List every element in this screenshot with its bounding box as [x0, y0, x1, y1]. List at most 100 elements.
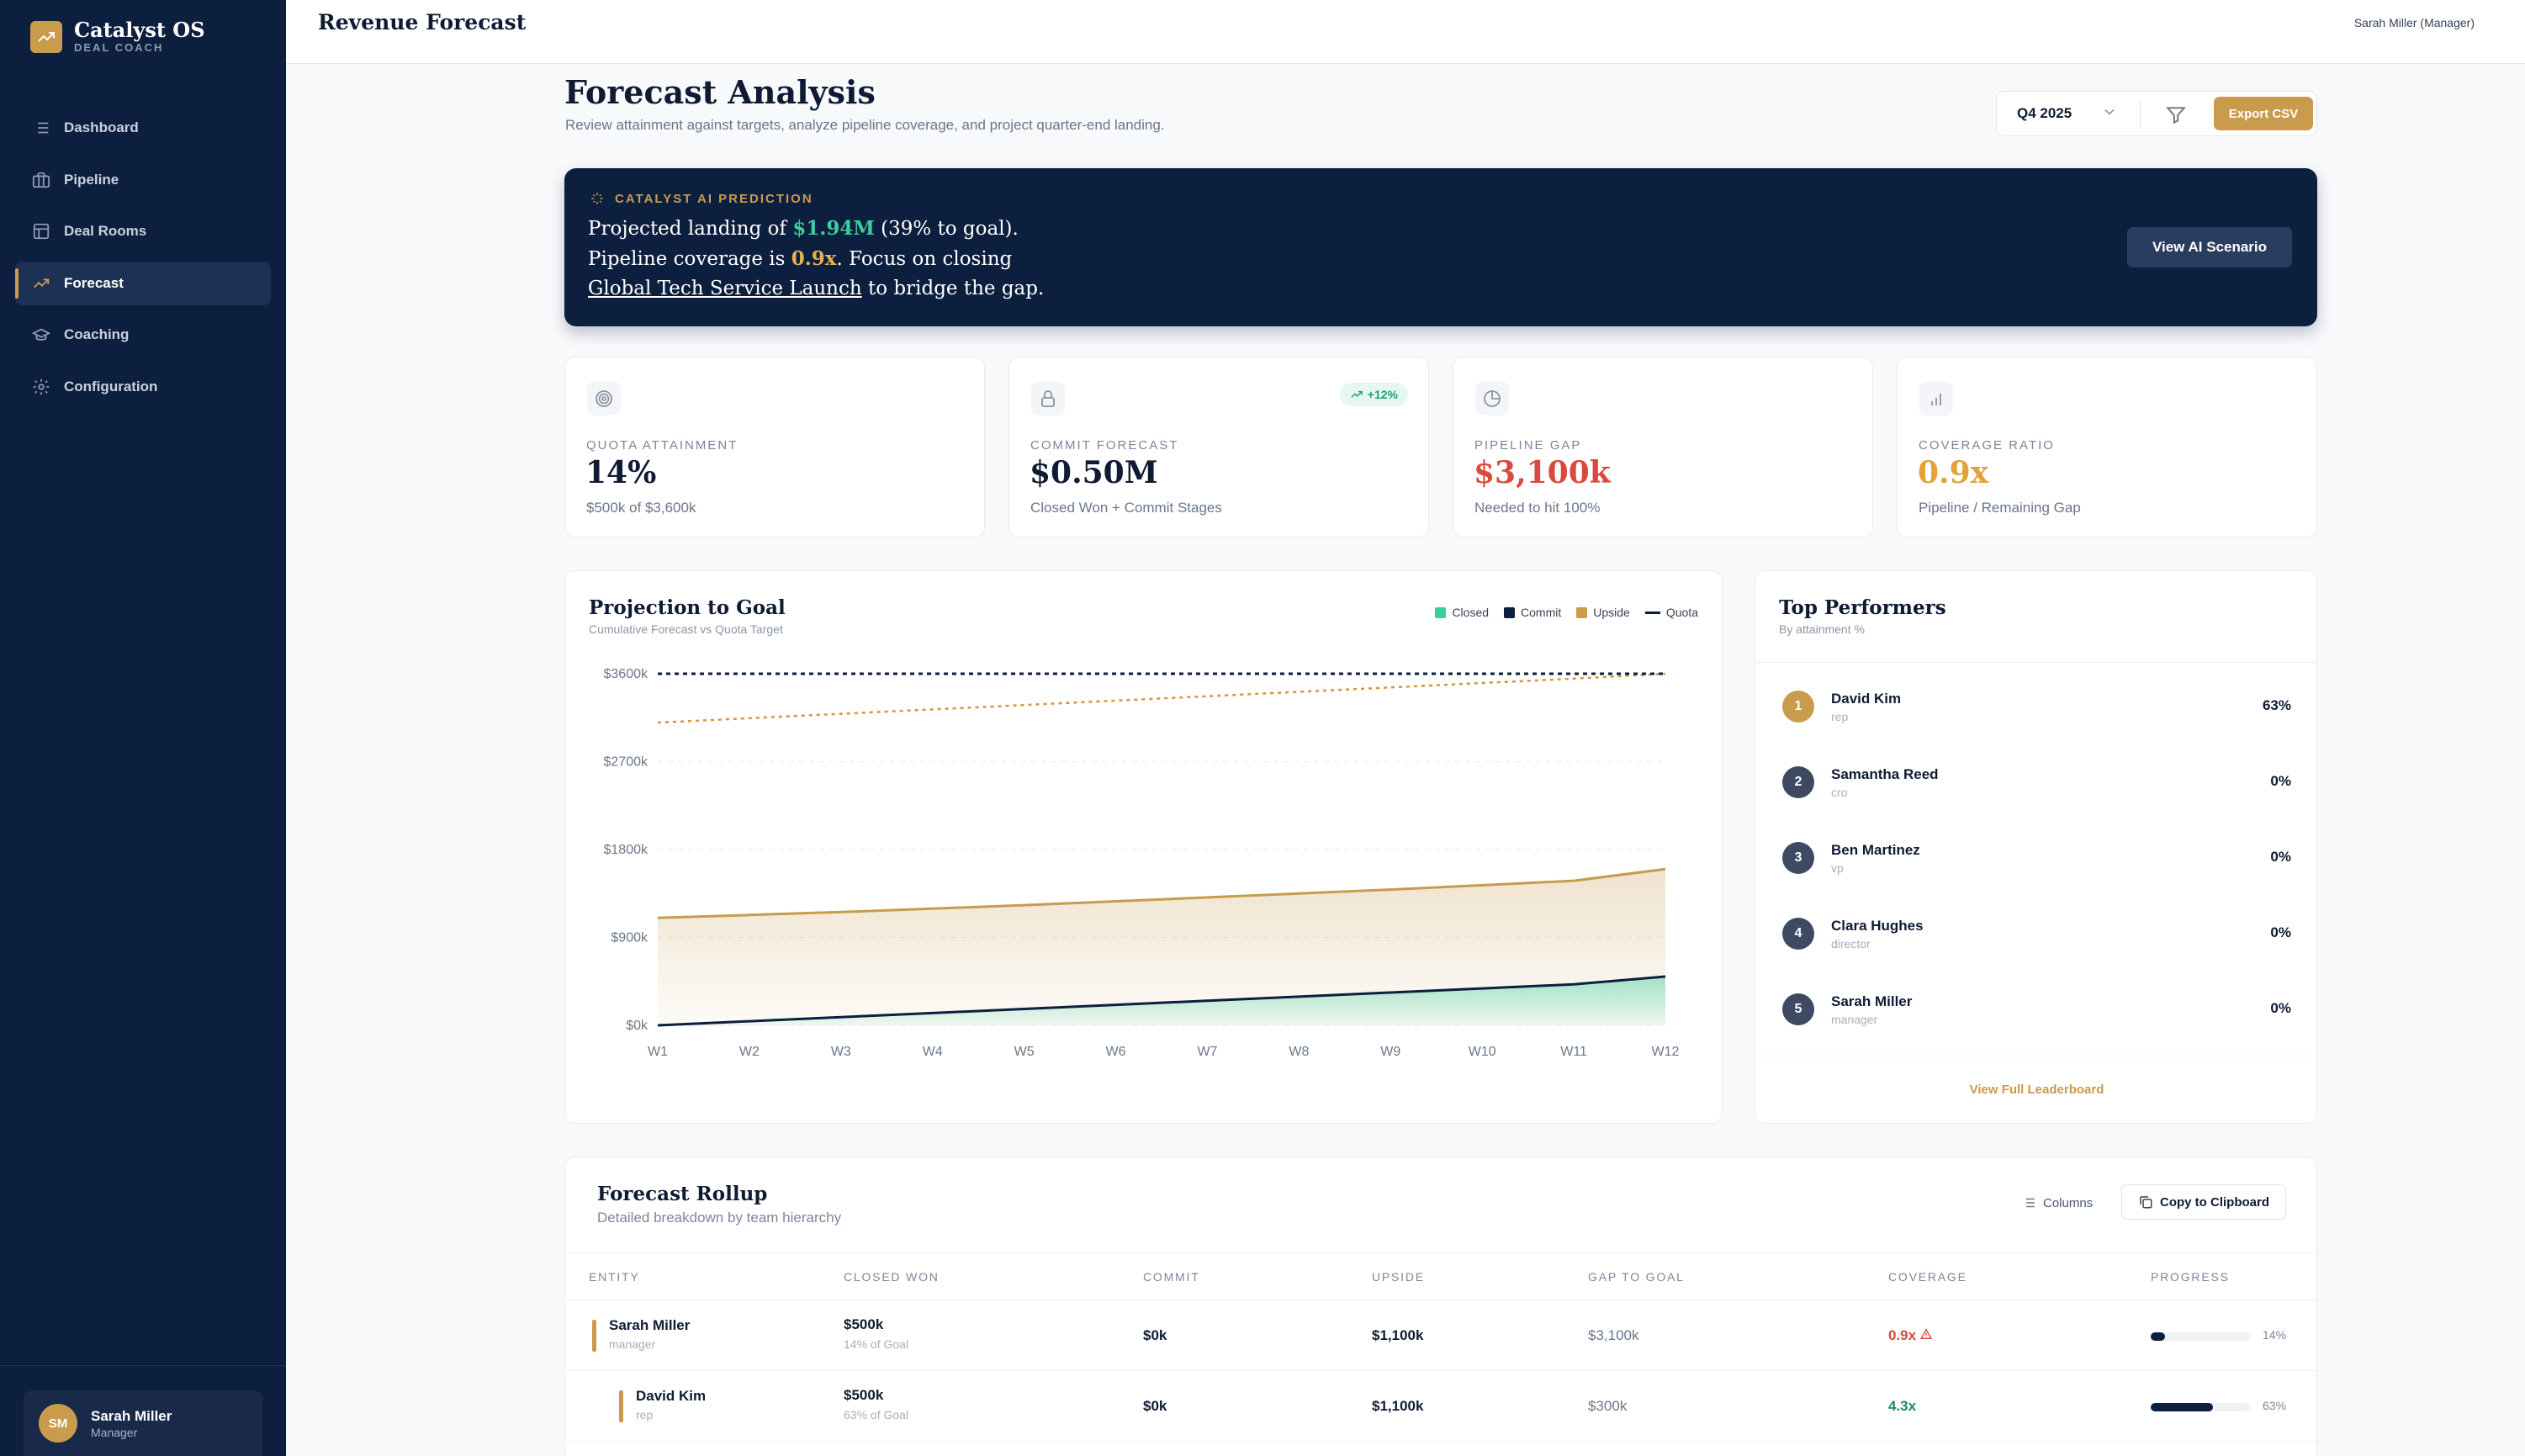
ai-deal-link[interactable]: Global Tech Service Launch [588, 278, 862, 299]
user-profile-card[interactable]: SM Sarah Miller Manager [24, 1390, 262, 1456]
ai-text-4: to bridge the gap. [861, 278, 1045, 299]
x-tick-label: W8 [1289, 1045, 1309, 1059]
upside-value: $1,100k [1372, 1398, 1424, 1414]
projection-chart-card: $0k $900k $1800k $2700k $3600k W1 W2 W3 W4 W5 W6 W7… [564, 570, 1723, 1124]
sidebar-item-deal-rooms[interactable]: Deal Rooms [15, 209, 271, 253]
chart-title: Projection to Goal [589, 596, 786, 619]
kpi-note: Pipeline / Remaining Gap [1919, 500, 2081, 516]
export-csv-button[interactable]: Export CSV [2214, 97, 2313, 130]
sidebar-item-forecast[interactable]: Forecast [15, 261, 271, 305]
page-subtitle: Review attainment against targets, analy… [565, 117, 1165, 133]
header-progress[interactable]: PROGRESS [2151, 1270, 2230, 1284]
progress-bar [2151, 1403, 2250, 1411]
legend-swatch [1576, 606, 1588, 618]
performer-row[interactable]: 1 David Kim rep 63% [1755, 672, 2318, 748]
x-tick-label: W1 [648, 1045, 668, 1059]
coverage-value: 4.3x [1888, 1398, 1916, 1415]
performer-attainment: 0% [2270, 1000, 2291, 1016]
header-gap-to-goal[interactable]: GAP TO GOAL [1588, 1270, 1685, 1284]
filter-icon[interactable] [2165, 104, 2187, 126]
header-upside[interactable]: UPSIDE [1372, 1270, 1425, 1284]
layout-icon [33, 223, 50, 240]
sparkle-icon [591, 193, 603, 204]
chevron-down-icon[interactable] [2101, 103, 2118, 120]
legend-upside[interactable]: Upside [1576, 606, 1630, 619]
ai-coverage-value: 0.9x [791, 247, 837, 270]
coverage-text: 0.9x [1888, 1327, 1917, 1343]
y-tick-label: $3600k [604, 667, 648, 681]
legend-label: Closed [1452, 606, 1490, 619]
page-title: Forecast Analysis [564, 73, 876, 111]
legend-label: Quota [1665, 606, 1698, 619]
copy-icon [2140, 1196, 2152, 1209]
sidebar-item-pipeline[interactable]: Pipeline [15, 158, 271, 202]
header-closed-won[interactable]: CLOSED WON [844, 1270, 940, 1284]
brand[interactable]: Catalyst OS DEAL COACH [30, 19, 205, 56]
progress-bar [2151, 1332, 2250, 1341]
app-name: Catalyst OS [74, 18, 205, 42]
x-tick-label: W10 [1469, 1045, 1496, 1059]
table-row[interactable]: David Kim rep $500k 63% of Goal $0k $1,1… [565, 1371, 2318, 1442]
ai-landing-value: $1.94M [792, 217, 875, 240]
performers-title: Top Performers [1779, 596, 1946, 619]
performer-attainment: 0% [2270, 773, 2291, 789]
kpi-commit-forecast: +12% COMMIT FORECAST $0.50M Closed Won +… [1008, 357, 1429, 537]
sidebar-item-label: Coaching [64, 326, 130, 342]
chart-subtitle: Cumulative Forecast vs Quota Target [589, 622, 783, 636]
performer-row[interactable]: 4 Clara Hughes director 0% [1755, 899, 2318, 975]
performer-attainment: 0% [2270, 924, 2291, 940]
header-user-menu[interactable]: Sarah Miller (Manager) [2353, 16, 2475, 29]
graduation-cap-icon [32, 328, 50, 341]
sidebar-item-coaching[interactable]: Coaching [15, 313, 271, 357]
copy-to-clipboard-button[interactable]: Copy to Clipboard [2121, 1184, 2286, 1220]
table-row[interactable]: Sarah Miller manager $500k 14% of Goal $… [565, 1300, 2318, 1371]
performer-row[interactable]: 2 Samantha Reed cro 0% [1755, 748, 2318, 823]
performer-attainment: 0% [2270, 849, 2291, 865]
legend-commit[interactable]: Commit [1504, 606, 1561, 619]
rank-badge: 2 [1782, 766, 1814, 798]
x-tick-label: W3 [831, 1045, 851, 1059]
forecast-rollup-card: Forecast Rollup Detailed breakdown by te… [564, 1157, 2318, 1456]
entity-role: rep [636, 1408, 654, 1422]
copy-label: Copy to Clipboard [2160, 1194, 2269, 1210]
header-coverage[interactable]: COVERAGE [1888, 1270, 1967, 1284]
y-tick-label: $900k [611, 931, 648, 945]
hierarchy-marker [619, 1390, 623, 1422]
kpi-value: $0.50M [1030, 455, 1158, 490]
ai-label-text: CATALYST AI PREDICTION [615, 191, 813, 206]
gap-value: $300k [1588, 1398, 1628, 1414]
rank-badge: 1 [1782, 691, 1814, 723]
entity-role: manager [609, 1337, 656, 1351]
header-commit[interactable]: COMMIT [1143, 1270, 1200, 1284]
performer-name: David Kim [1831, 691, 1902, 707]
commit-value: $0k [1143, 1327, 1167, 1343]
sidebar-item-dashboard[interactable]: Dashboard [15, 106, 271, 150]
header-title: Revenue Forecast [318, 10, 527, 34]
rank-badge: 3 [1782, 842, 1814, 874]
trend-badge: +12% [1339, 383, 1408, 406]
kpi-pipeline-gap: PIPELINE GAP $3,100k Needed to hit 100% [1453, 357, 1873, 537]
kpi-note: Needed to hit 100% [1474, 500, 1601, 516]
upside-value: $1,100k [1372, 1327, 1424, 1343]
view-full-leaderboard-link[interactable]: View Full Leaderboard [1969, 1083, 2104, 1097]
hierarchy-marker [592, 1320, 596, 1352]
view-ai-scenario-button[interactable]: View AI Scenario [2127, 227, 2292, 267]
rank-badge: 4 [1782, 918, 1814, 950]
closed-area [658, 976, 1665, 1025]
header-entity[interactable]: ENTITY [589, 1270, 640, 1284]
columns-button[interactable]: Columns [2021, 1195, 2093, 1210]
projection-chart: $0k $900k $1800k $2700k $3600k W1 W2 W3 W4 W5 W6 W7… [604, 667, 1680, 1059]
kpi-label: COMMIT FORECAST [1030, 438, 1179, 453]
sidebar-item-configuration[interactable]: Configuration [15, 365, 271, 409]
ai-prediction-banner: CATALYST AI PREDICTION Projected landing… [564, 168, 2317, 326]
performer-role: cro [1831, 786, 1848, 799]
closed-won-pct: 14% of Goal [844, 1337, 909, 1351]
quarter-select[interactable]: Q4 2025 [2017, 105, 2072, 121]
legend-swatch [1504, 606, 1516, 618]
legend-label: Commit [1521, 606, 1562, 619]
ai-text-3: . Focus on closing [836, 248, 1013, 270]
performer-row[interactable]: 3 Ben Martinez vp 0% [1755, 823, 2318, 899]
legend-quota[interactable]: Quota [1644, 606, 1698, 619]
legend-closed[interactable]: Closed [1435, 606, 1489, 619]
performer-row[interactable]: 5 Sarah Miller manager 0% [1755, 975, 2318, 1051]
